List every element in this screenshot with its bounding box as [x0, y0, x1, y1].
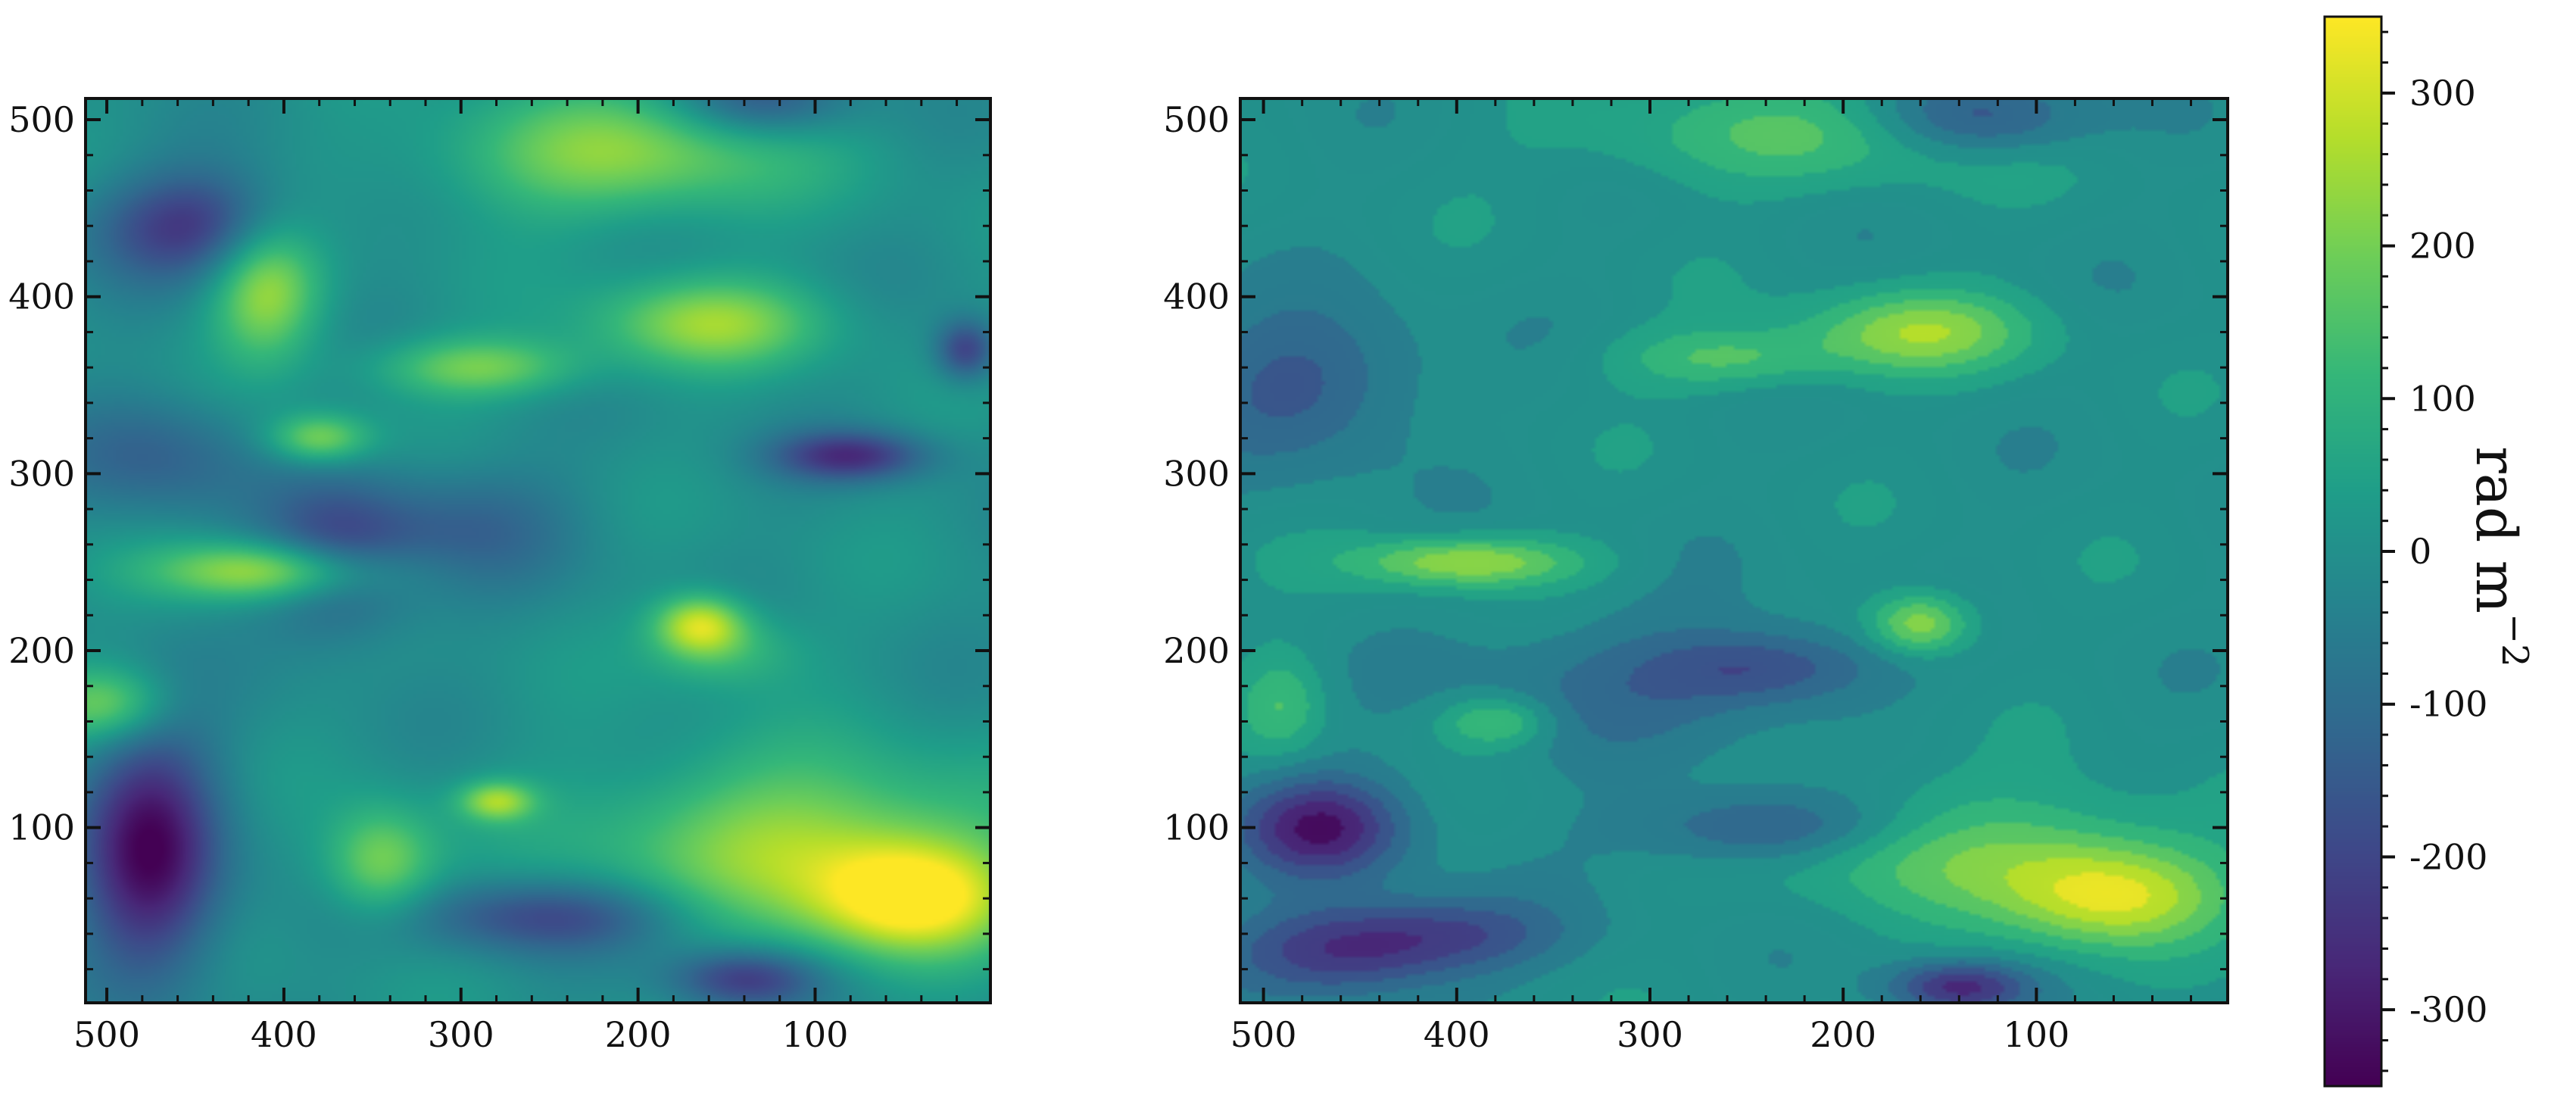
y-tick-label: 200 [8, 630, 75, 671]
colorbar-tick-label: -200 [2409, 836, 2487, 877]
colorbar-label: rad m−2 [2463, 446, 2537, 667]
colorbar-tick-label: 300 [2409, 73, 2476, 114]
x-tick-label: 500 [73, 1014, 140, 1055]
y-tick-label: 500 [1163, 99, 1230, 140]
x-tick-label: 200 [1810, 1014, 1876, 1055]
plot-frame [1239, 97, 2229, 1004]
x-tick-label: 500 [1230, 1014, 1297, 1055]
heatmap-image [1240, 98, 2228, 1003]
right-heatmap-panel: 500 400 300 200 100 100 200 300 400 500 [1163, 97, 2229, 1055]
x-tick-label: 400 [251, 1014, 317, 1055]
left-heatmap-panel: 500 400 300 200 100 100 200 300 400 500 [8, 97, 992, 1055]
y-tick-label: 100 [1163, 807, 1230, 848]
x-tick-label: 300 [428, 1014, 494, 1055]
y-tick-label: 200 [1163, 630, 1230, 671]
x-tick-label: 100 [2003, 1014, 2069, 1055]
colorbar-tick-label: -300 [2409, 989, 2487, 1030]
plot-frame [84, 97, 992, 1004]
colorbar-tick-label: 100 [2409, 378, 2476, 419]
colorbar-tick-label: -100 [2409, 684, 2487, 725]
colorbar-tick-label: 200 [2409, 226, 2476, 267]
colorbar-ticks: 300 200 100 0 -100 -200 -300 [2381, 30, 2487, 1072]
colorbar-label-exponent: −2 [2494, 614, 2537, 667]
heatmap-image [86, 98, 990, 1003]
colorbar-label-base: rad m [2463, 446, 2528, 614]
y-tick-label: 400 [8, 276, 75, 317]
y-tick-label: 100 [8, 807, 75, 848]
y-tick-label: 300 [1163, 453, 1230, 494]
x-tick-label: 100 [782, 1014, 849, 1055]
x-tick-label: 300 [1617, 1014, 1683, 1055]
y-tick-label: 500 [8, 99, 75, 140]
y-tick-label: 300 [8, 453, 75, 494]
x-tick-label: 200 [605, 1014, 672, 1055]
y-tick-label: 400 [1163, 276, 1230, 317]
colorbar-tick-label: 0 [2409, 531, 2431, 572]
colorbar-gradient [2325, 17, 2381, 1086]
x-tick-label: 400 [1424, 1014, 1490, 1055]
colorbar: 300 200 100 0 -100 -200 -300 rad m−2 [2323, 15, 2537, 1088]
